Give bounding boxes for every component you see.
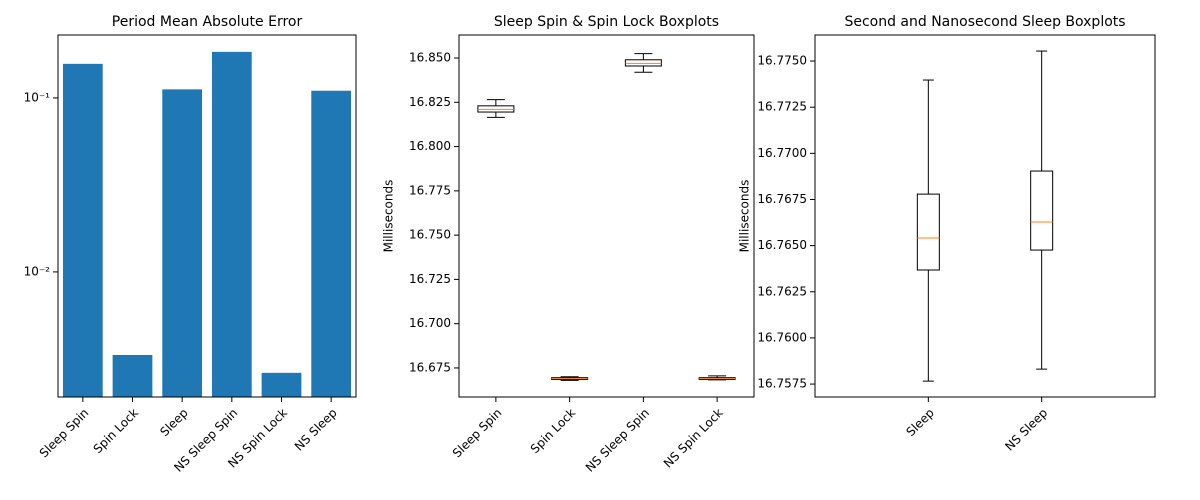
x-tick-label: NS Sleep: [1002, 406, 1050, 454]
y-tick-label: 16.825: [409, 95, 451, 109]
bar: [62, 63, 103, 397]
bar: [311, 90, 352, 398]
box: [916, 193, 940, 271]
x-tick-label: Sleep Spin: [450, 406, 505, 461]
bar: [261, 372, 302, 397]
y-tick-label: 16.7750: [757, 54, 807, 68]
y-tick-label: 16.7625: [757, 284, 807, 298]
x-tick-label: Sleep: [157, 406, 190, 439]
y-tick-label: 16.850: [409, 51, 451, 65]
chart-title: Sleep Spin & Spin Lock Boxplots: [494, 14, 719, 30]
x-tick-label: NS Sleep Spin: [583, 406, 652, 475]
y-tick-label: 16.800: [409, 139, 451, 153]
y-tick-label: 16.775: [409, 183, 451, 197]
y-tick-label: 10⁻¹: [24, 90, 51, 104]
y-tick-label: 16.675: [409, 360, 451, 374]
y-axis-label: Milliseconds: [738, 180, 752, 253]
axes-frame: [57, 34, 357, 398]
y-tick-label: 16.750: [409, 228, 451, 242]
y-tick-label: 16.725: [409, 272, 451, 286]
y-tick-label: 16.7575: [757, 377, 807, 391]
chart-title: Period Mean Absolute Error: [112, 14, 303, 30]
x-tick-label: NS Spin Lock: [661, 406, 726, 471]
axes-frame: [814, 34, 1156, 398]
x-tick-label: Sleep Spin: [37, 406, 92, 461]
x-tick-label: Spin Lock: [528, 406, 578, 456]
y-tick-label: 16.7700: [757, 146, 807, 160]
x-tick-label: NS Sleep: [292, 406, 340, 454]
axes-frame: [458, 34, 755, 398]
box: [1030, 170, 1054, 251]
y-tick-label: 16.7600: [757, 330, 807, 344]
x-tick-label: Sleep: [903, 406, 936, 439]
y-tick-label: 16.7675: [757, 192, 807, 206]
bar: [112, 354, 153, 397]
y-tick-label: 16.700: [409, 316, 451, 330]
chart-title: Second and Nanosecond Sleep Boxplots: [844, 14, 1125, 30]
y-tick-label: 16.7650: [757, 238, 807, 252]
bar: [162, 89, 203, 397]
y-tick-label: 16.7725: [757, 100, 807, 114]
bar: [211, 51, 252, 397]
y-tick-label: 10⁻²: [24, 264, 51, 278]
y-axis-label: Milliseconds: [382, 180, 396, 253]
x-tick-label: Spin Lock: [91, 406, 141, 456]
